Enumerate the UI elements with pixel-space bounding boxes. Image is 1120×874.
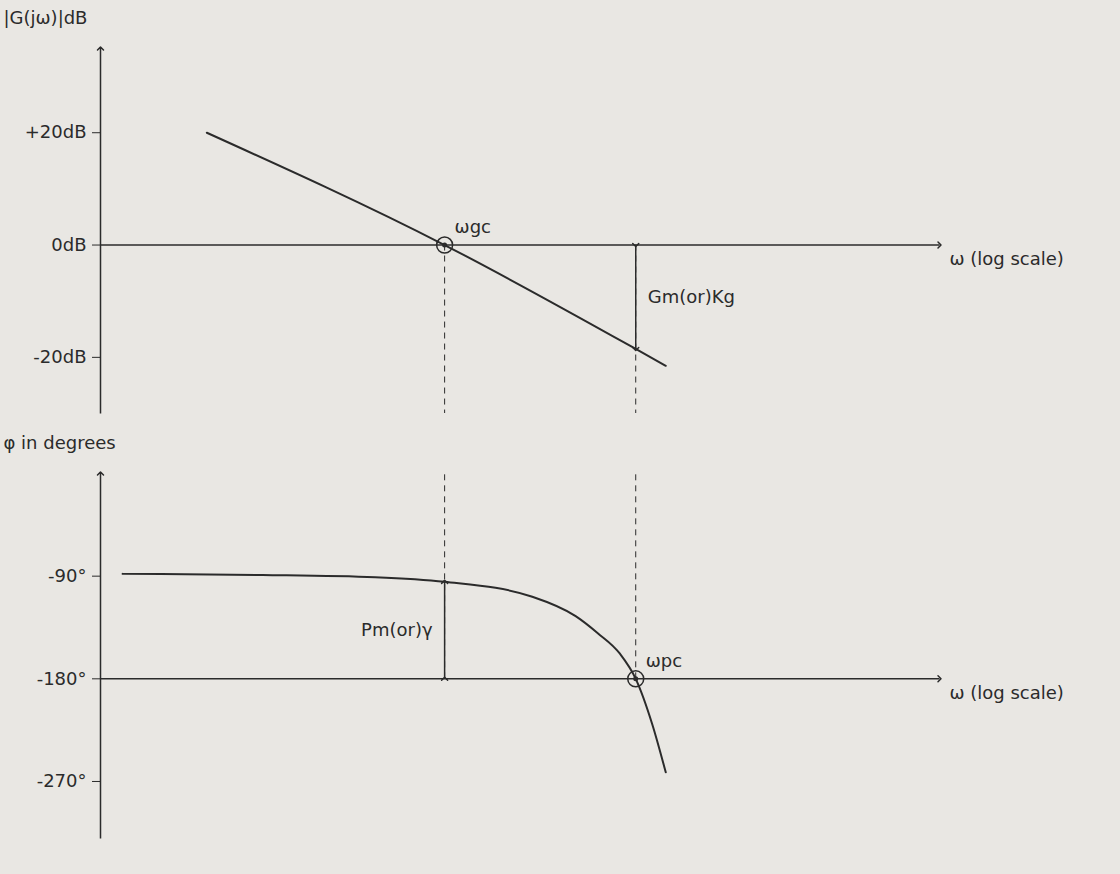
svg-text:0dB: 0dB	[51, 234, 86, 255]
svg-text:ωgc: ωgc	[455, 216, 491, 237]
svg-text:ωpc: ωpc	[646, 650, 682, 671]
svg-text:|G(jω)|dB: |G(jω)|dB	[4, 8, 88, 28]
svg-text:Gm(or)Kg: Gm(or)Kg	[648, 286, 735, 307]
svg-text:ω (log scale): ω (log scale)	[950, 682, 1064, 703]
svg-text:Pm(or)γ: Pm(or)γ	[361, 619, 433, 640]
svg-text:φ in degrees: φ in degrees	[4, 433, 116, 453]
svg-text:-20dB: -20dB	[33, 346, 86, 367]
svg-text:+20dB: +20dB	[25, 121, 87, 142]
svg-text:-90°: -90°	[48, 565, 86, 586]
svg-text:-180°: -180°	[37, 668, 87, 689]
svg-text:ω (log scale): ω (log scale)	[950, 248, 1064, 269]
svg-text:-270°: -270°	[37, 770, 87, 791]
